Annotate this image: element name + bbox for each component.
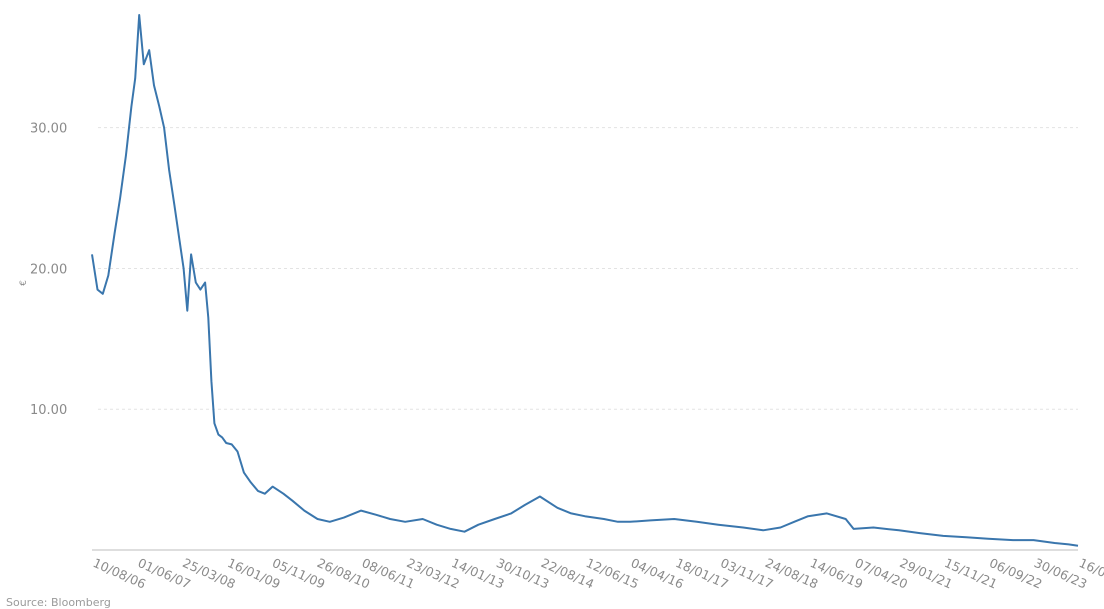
price-line: [91, 14, 1079, 547]
source-note: Source: Bloomberg: [6, 596, 111, 609]
gridlines: [98, 127, 1078, 410]
y-tick-label: 30.00: [30, 122, 67, 137]
y-axis-label: €: [19, 280, 29, 286]
x-tick-labels: 10/08/0601/06/0725/03/0816/01/0905/11/09…: [91, 555, 1104, 592]
y-tick-labels: 10.00 20.00 30.00: [30, 122, 67, 419]
y-tick-label: 10.00: [30, 403, 67, 418]
y-tick-label: 20.00: [30, 262, 67, 277]
